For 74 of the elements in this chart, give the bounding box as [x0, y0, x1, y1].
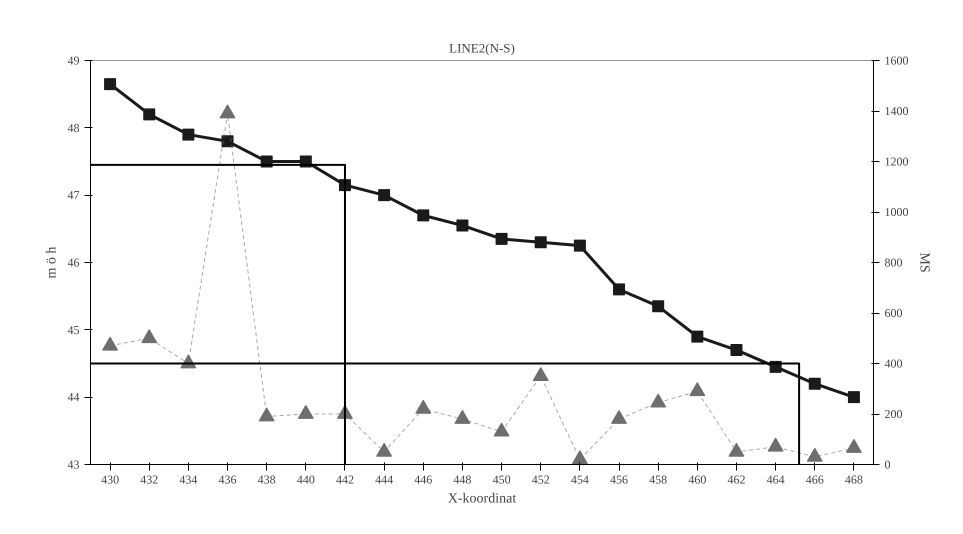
- y2-tick-label: 400: [884, 356, 902, 370]
- x-tick-label: 462: [727, 472, 746, 486]
- y-tick-label: 46: [68, 256, 80, 270]
- x-tick-label: 452: [532, 472, 550, 486]
- point: [182, 128, 194, 141]
- x-tick-label: 464: [766, 472, 785, 486]
- point: [848, 391, 860, 404]
- point: [652, 300, 664, 312]
- point: [258, 407, 275, 422]
- point: [728, 442, 744, 457]
- x-tick-label: 454: [570, 472, 589, 486]
- point: [689, 382, 706, 396]
- x-tick-label: 436: [218, 472, 237, 486]
- y2-tick-label: 0: [884, 458, 890, 472]
- x-tick-label: 444: [375, 472, 394, 486]
- point: [222, 135, 234, 148]
- point: [220, 104, 236, 118]
- y2-tick-label: 1200: [884, 154, 908, 168]
- point: [298, 404, 314, 419]
- y-tick-label: 48: [68, 120, 80, 135]
- y2-tick-label: 1600: [884, 54, 908, 68]
- point: [534, 236, 547, 248]
- y-tick-label: 43: [68, 458, 80, 472]
- point: [613, 283, 626, 296]
- x-tick-label: 458: [649, 472, 668, 486]
- x-axis-title: X-koordinat: [448, 492, 516, 506]
- y2-tick-label: 1400: [884, 104, 908, 118]
- point: [376, 442, 392, 457]
- point: [417, 209, 430, 222]
- point: [456, 219, 468, 232]
- point: [494, 422, 510, 437]
- point: [650, 393, 666, 408]
- point: [730, 344, 742, 356]
- x-tick-label: 438: [258, 472, 276, 486]
- point: [691, 330, 704, 343]
- x-tick-label: 434: [179, 472, 198, 486]
- point: [574, 240, 586, 252]
- x-tick-label: 446: [414, 472, 432, 486]
- y2-tick-label: 600: [884, 306, 902, 320]
- y-tick-label: 49: [68, 54, 80, 68]
- point: [496, 232, 508, 245]
- x-tick-label: 432: [140, 472, 158, 486]
- point: [104, 78, 116, 90]
- x-tick-label: 456: [610, 472, 628, 486]
- x-tick-label: 442: [336, 472, 354, 486]
- y-tick-label: 47: [68, 188, 80, 202]
- x-tick-label: 450: [492, 472, 511, 486]
- x-tick-label: 468: [844, 472, 863, 486]
- point: [141, 329, 158, 344]
- x-tick-label: 460: [688, 472, 706, 486]
- point: [454, 410, 470, 424]
- point: [808, 378, 821, 390]
- point: [572, 450, 588, 464]
- point: [415, 400, 432, 414]
- y-tick-label: 44: [68, 390, 80, 404]
- y2-tick-label: 800: [884, 256, 902, 270]
- point: [611, 410, 628, 424]
- chart-title: LINE2(N-S): [449, 40, 515, 56]
- x-tick-label: 440: [296, 472, 315, 486]
- x-tick-label: 430: [101, 472, 120, 486]
- x-tick-label: 448: [453, 472, 472, 486]
- point: [846, 438, 862, 453]
- point: [768, 438, 784, 452]
- y2-axis-title: MS: [916, 252, 932, 273]
- point: [806, 448, 823, 462]
- y2-tick-label: 1000: [884, 205, 908, 219]
- y2-tick-label: 200: [884, 407, 902, 421]
- point: [143, 108, 156, 120]
- y-axis-title: m ö h: [44, 246, 60, 278]
- point: [102, 336, 118, 351]
- y-tick-label: 45: [68, 322, 80, 337]
- point: [532, 366, 549, 381]
- x-tick-label: 466: [806, 472, 824, 486]
- point: [378, 189, 390, 202]
